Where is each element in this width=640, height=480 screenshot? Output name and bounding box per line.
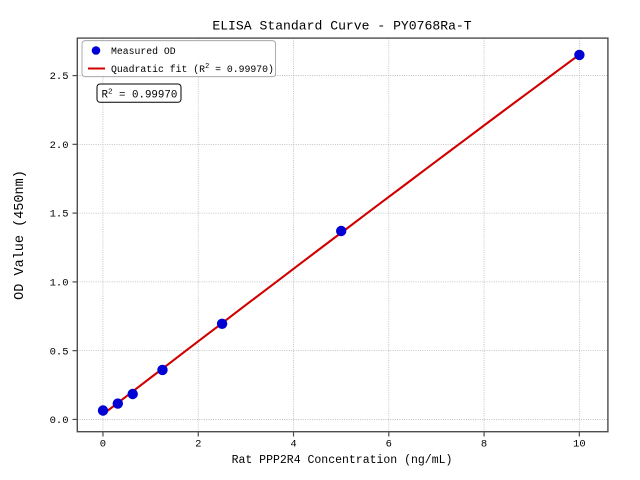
svg-text:10: 10 <box>573 439 586 451</box>
svg-text:4: 4 <box>290 439 296 451</box>
svg-text:0: 0 <box>100 439 106 451</box>
svg-text:0.5: 0.5 <box>50 346 69 358</box>
svg-text:1.5: 1.5 <box>50 209 69 221</box>
svg-text:Rat PPP2R4 Concentration (ng/m: Rat PPP2R4 Concentration (ng/mL) <box>232 454 453 467</box>
svg-text:8: 8 <box>481 439 487 451</box>
svg-text:2.5: 2.5 <box>50 71 69 83</box>
svg-text:R2 = 0.99970: R2 = 0.99970 <box>102 88 178 101</box>
svg-text:Measured OD: Measured OD <box>111 46 176 57</box>
svg-text:Quadratic fit (R2 = 0.99970): Quadratic fit (R2 = 0.99970) <box>111 63 274 75</box>
svg-text:0.0: 0.0 <box>50 415 69 427</box>
svg-text:ELISA Standard Curve - PY0768R: ELISA Standard Curve - PY0768Ra-T <box>212 19 471 34</box>
svg-text:6: 6 <box>386 439 392 451</box>
svg-text:2: 2 <box>195 439 201 451</box>
svg-text:1.0: 1.0 <box>50 278 69 290</box>
svg-text:OD Value (450nm): OD Value (450nm) <box>13 170 28 300</box>
svg-text:2.0: 2.0 <box>50 140 69 152</box>
